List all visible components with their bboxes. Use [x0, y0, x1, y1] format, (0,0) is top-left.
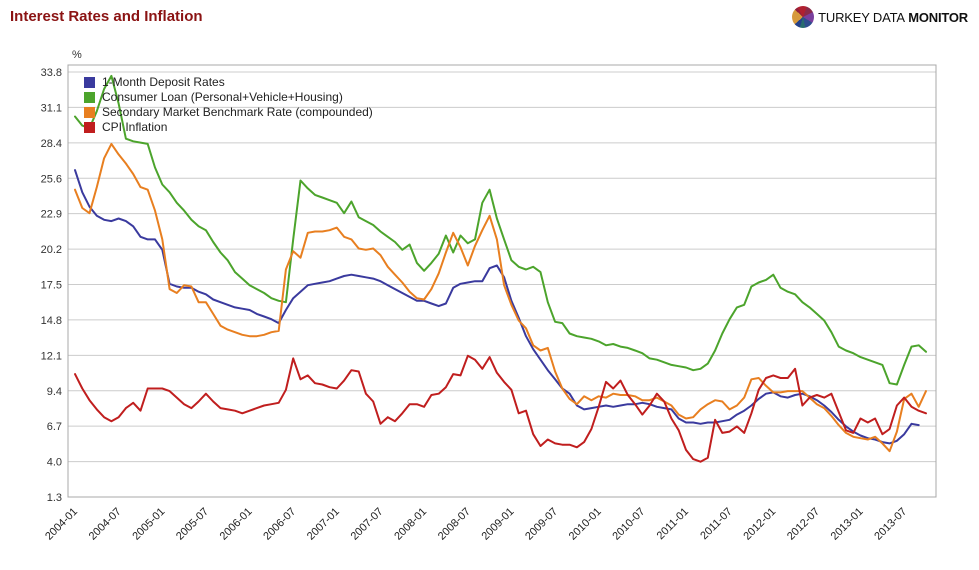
svg-text:2012-07: 2012-07 — [785, 506, 822, 543]
svg-text:2011-07: 2011-07 — [698, 506, 734, 542]
svg-text:2009-01: 2009-01 — [479, 506, 516, 543]
svg-text:1.3: 1.3 — [47, 492, 62, 504]
plot-area — [68, 65, 936, 497]
svg-text:4.0: 4.0 — [47, 457, 62, 469]
svg-text:2004-07: 2004-07 — [87, 506, 124, 543]
svg-text:2007-07: 2007-07 — [349, 506, 386, 543]
svg-text:12.1: 12.1 — [41, 350, 62, 362]
svg-text:6.7: 6.7 — [47, 421, 62, 433]
legend-item-deposit: 1-Month Deposit Rates — [84, 75, 373, 89]
x-axis: 2004-01 2004-07 2005-01 2005-07 2006-01 2006-… — [43, 506, 909, 543]
y-axis-unit-label: % — [72, 49, 82, 61]
brand-name-bold: MONITOR — [908, 9, 968, 25]
svg-text:2011-01: 2011-01 — [655, 506, 691, 542]
svg-text:33.8: 33.8 — [41, 67, 62, 79]
svg-text:2012-01: 2012-01 — [741, 506, 778, 543]
brand-text: TURKEY DATA MONITOR — [818, 10, 968, 25]
svg-text:2005-01: 2005-01 — [130, 506, 167, 543]
svg-text:2006-01: 2006-01 — [218, 506, 255, 543]
svg-text:2006-07: 2006-07 — [261, 506, 298, 543]
svg-text:31.1: 31.1 — [41, 102, 62, 114]
svg-text:2009-07: 2009-07 — [523, 506, 560, 543]
svg-text:28.4: 28.4 — [41, 138, 62, 150]
svg-text:14.8: 14.8 — [41, 315, 62, 327]
svg-text:9.4: 9.4 — [47, 386, 62, 398]
svg-text:2013-01: 2013-01 — [829, 506, 866, 543]
svg-text:2007-01: 2007-01 — [305, 506, 342, 543]
legend-swatch-deposit — [84, 76, 95, 88]
legend-label-deposit: 1-Month Deposit Rates — [102, 75, 225, 89]
legend-swatch-cpi — [84, 121, 95, 133]
page-title: Interest Rates and Inflation — [10, 8, 203, 25]
svg-text:2008-01: 2008-01 — [392, 506, 429, 543]
legend-swatch-benchmark-rate — [84, 106, 95, 118]
svg-text:25.6: 25.6 — [41, 173, 62, 185]
series-lines — [74, 74, 927, 463]
svg-text:2005-07: 2005-07 — [174, 506, 211, 543]
legend-item-consumer-loan: Consumer Loan (Personal+Vehicle+Housing) — [84, 90, 373, 104]
legend-label-consumer-loan: Consumer Loan (Personal+Vehicle+Housing) — [102, 90, 343, 104]
pie-chart-icon — [792, 6, 815, 28]
brand-name-regular: TURKEY DATA — [818, 9, 905, 25]
legend-item-cpi: CPI Inflation — [84, 120, 373, 134]
svg-text:2010-01: 2010-01 — [567, 506, 604, 543]
svg-text:17.5: 17.5 — [41, 280, 62, 292]
chart-legend: 1-Month Deposit Rates Consumer Loan (Per… — [84, 75, 373, 135]
svg-text:2010-07: 2010-07 — [610, 506, 647, 543]
svg-text:2004-01: 2004-01 — [43, 506, 80, 543]
plot-border — [67, 64, 937, 498]
legend-swatch-consumer-loan — [84, 91, 95, 103]
svg-text:2013-07: 2013-07 — [872, 506, 909, 543]
brand-logo: TURKEY DATA MONITOR — [792, 6, 968, 28]
svg-text:2008-07: 2008-07 — [436, 506, 473, 543]
legend-label-benchmark-rate: Secondary Market Benchmark Rate (compoun… — [102, 105, 373, 119]
svg-text:22.9: 22.9 — [41, 209, 62, 221]
legend-label-cpi: CPI Inflation — [102, 120, 168, 134]
legend-item-benchmark-rate: Secondary Market Benchmark Rate (compoun… — [84, 105, 373, 119]
svg-text:20.2: 20.2 — [41, 244, 62, 256]
